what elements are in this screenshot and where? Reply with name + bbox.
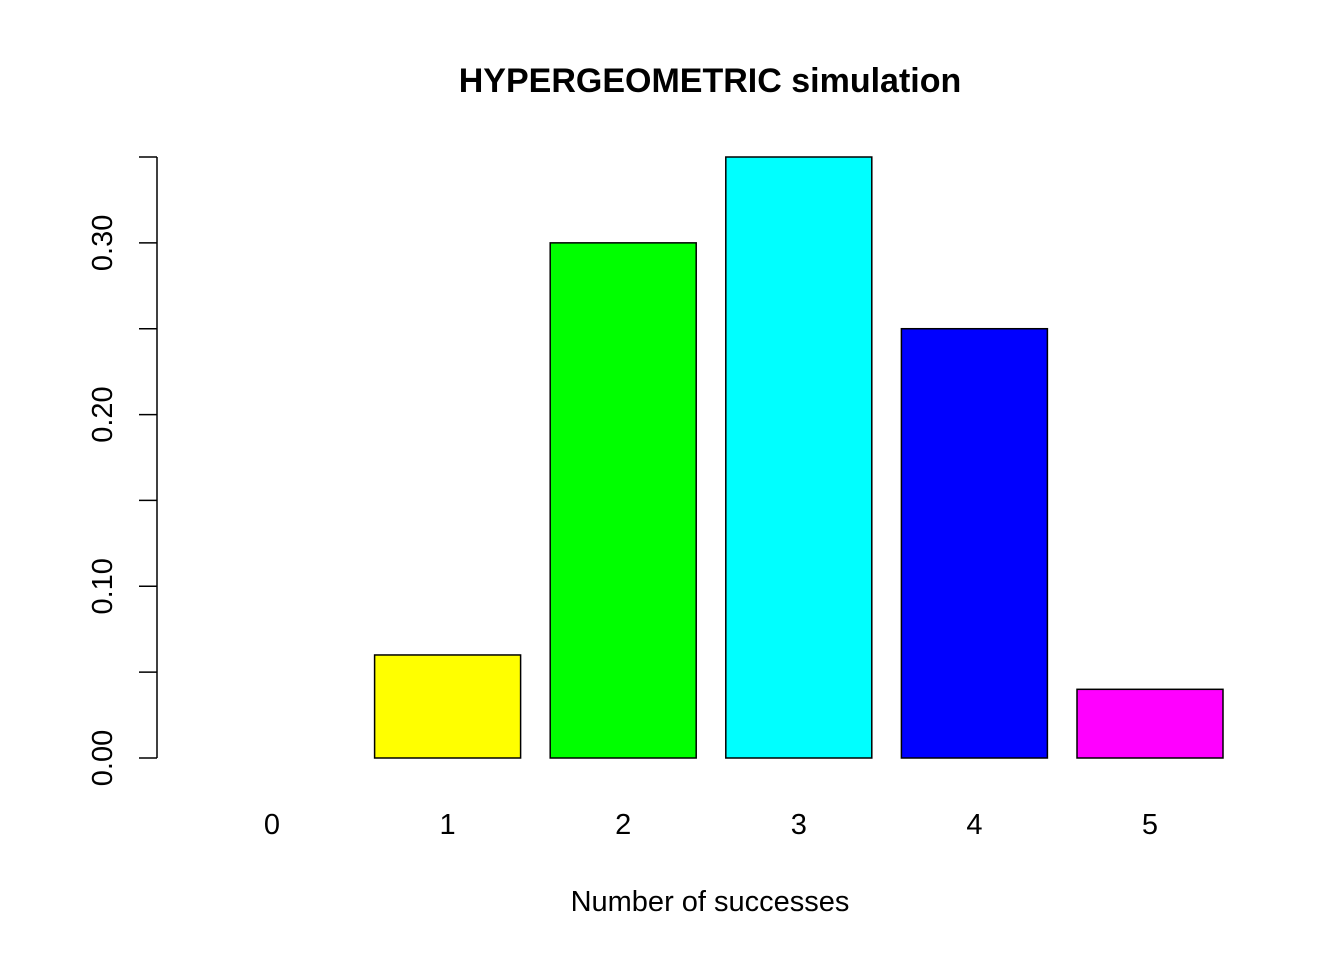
y-axis: 0.00 0.10 0.20 0.30 <box>87 156 158 786</box>
bar-5 <box>1076 688 1224 759</box>
y-tick-label: 0.00 <box>87 730 119 786</box>
x-tick-label: 2 <box>615 809 631 841</box>
x-tick-label: 0 <box>264 809 280 841</box>
y-tick-label: 0.10 <box>87 558 119 614</box>
bars <box>373 156 1224 759</box>
y-tick-label: 0.30 <box>87 215 119 271</box>
y-tick-label: 0.20 <box>87 386 119 442</box>
bar-4 <box>900 327 1049 759</box>
x-tick-labels: 0 1 2 3 4 5 <box>264 809 1158 841</box>
bar-3 <box>725 156 873 759</box>
bar-2 <box>549 242 697 759</box>
x-tick-label: 4 <box>966 809 982 841</box>
chart-title: HYPERGEOMETRIC simulation <box>459 62 962 100</box>
bar-1 <box>373 654 522 759</box>
x-axis-label: Number of successes <box>571 886 850 918</box>
x-tick-label: 3 <box>791 809 807 841</box>
x-tick-label: 5 <box>1142 809 1158 841</box>
x-tick-label: 1 <box>440 809 456 841</box>
